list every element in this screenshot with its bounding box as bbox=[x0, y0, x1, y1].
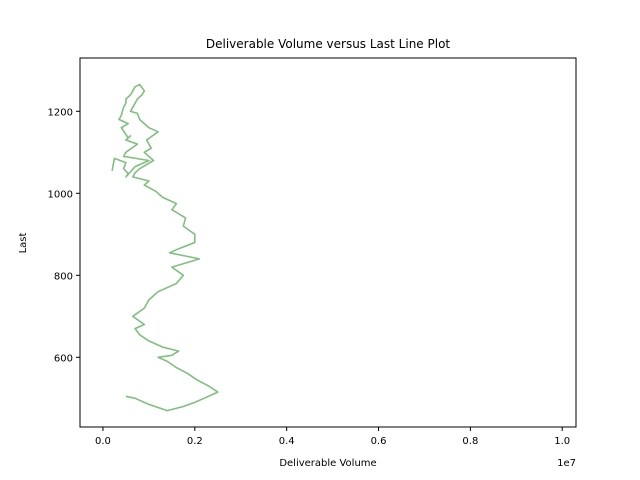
y-tick-label: 1000 bbox=[48, 189, 73, 200]
plot-area bbox=[111, 83, 219, 412]
x-tick-label: 0.0 bbox=[95, 436, 111, 447]
x-tick-label: 0.8 bbox=[462, 436, 478, 447]
plot-frame bbox=[79, 57, 577, 428]
x-axis: 0.0 0.2 0.4 0.6 0.8 1.0 bbox=[95, 427, 570, 447]
series-line-1 bbox=[111, 83, 219, 412]
x-axis-offset-label: 1e7 bbox=[557, 458, 576, 469]
x-tick-label: 0.6 bbox=[371, 436, 387, 447]
x-tick-label: 0.4 bbox=[279, 436, 295, 447]
x-axis-label: Deliverable Volume bbox=[279, 458, 376, 469]
chart-title: Deliverable Volume versus Last Line Plot bbox=[206, 37, 451, 51]
y-tick-label: 1200 bbox=[48, 107, 73, 118]
y-axis: 600 800 1000 1200 bbox=[48, 107, 80, 364]
x-tick-label: 0.2 bbox=[187, 436, 203, 447]
y-tick-label: 800 bbox=[54, 271, 73, 282]
x-tick-label: 1.0 bbox=[554, 436, 570, 447]
y-axis-label: Last bbox=[18, 233, 29, 254]
y-tick-label: 600 bbox=[54, 353, 73, 364]
